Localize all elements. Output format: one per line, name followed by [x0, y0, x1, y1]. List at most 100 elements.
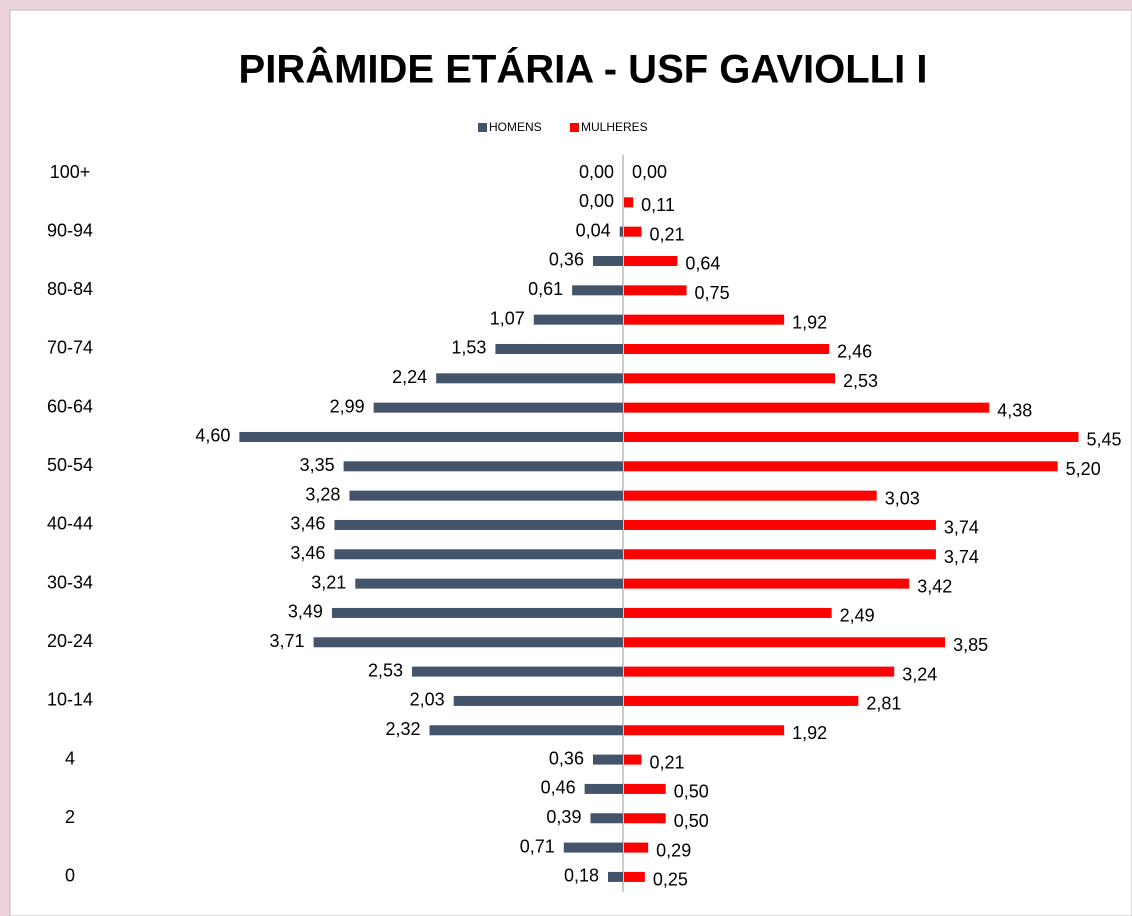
data-label: 0,46 — [541, 778, 576, 798]
bar — [624, 226, 642, 237]
data-label: 0,04 — [576, 220, 611, 240]
data-label: 0,18 — [564, 866, 599, 886]
bar — [533, 314, 623, 325]
bar — [624, 431, 1079, 442]
bar — [624, 783, 666, 794]
data-label: 2,03 — [410, 690, 445, 710]
data-label: 3,28 — [305, 484, 340, 504]
bar — [349, 490, 623, 501]
data-label: 0,21 — [650, 224, 685, 244]
data-label: 3,71 — [270, 631, 305, 651]
data-label: 0,21 — [650, 752, 685, 772]
bar — [624, 666, 895, 677]
data-label: 3,49 — [288, 602, 323, 622]
data-label: 3,74 — [944, 518, 979, 538]
data-label: 0,00 — [632, 162, 667, 182]
data-label: 3,46 — [290, 514, 325, 534]
category-label: 100+ — [50, 162, 91, 182]
legend-label: MULHERES — [581, 120, 648, 134]
data-label: 1,92 — [792, 312, 827, 332]
data-label: 0,71 — [520, 836, 555, 856]
data-label: 0,39 — [546, 807, 581, 827]
legend-swatch — [570, 123, 579, 132]
bar — [411, 666, 623, 677]
data-label: 1,07 — [490, 308, 525, 328]
bar — [429, 725, 623, 736]
bar — [592, 255, 623, 266]
bar — [619, 226, 623, 237]
bar — [624, 373, 836, 384]
bar — [624, 314, 785, 325]
bar — [624, 578, 910, 589]
bar — [239, 431, 624, 442]
data-label: 2,99 — [330, 396, 365, 416]
bar — [334, 519, 623, 530]
bar — [607, 871, 623, 882]
bar — [590, 813, 623, 824]
data-label: 0,50 — [674, 782, 709, 802]
data-label: 3,74 — [944, 547, 979, 567]
data-label: 0,11 — [641, 195, 675, 215]
bar — [624, 285, 687, 296]
data-label: 2,32 — [385, 719, 420, 739]
data-label: 1,92 — [792, 723, 827, 743]
data-label: 3,24 — [902, 664, 937, 684]
bar — [624, 607, 832, 618]
category-label: 4 — [65, 748, 75, 768]
data-label: 0,29 — [656, 840, 691, 860]
data-label: 5,45 — [1087, 430, 1122, 450]
data-label: 0,64 — [685, 254, 720, 274]
category-label: 20-24 — [47, 631, 93, 651]
bar — [624, 402, 990, 413]
category-label: 80-84 — [47, 279, 93, 299]
category-label: 0 — [65, 866, 75, 886]
data-label: 0,00 — [579, 191, 614, 211]
data-label: 3,03 — [885, 488, 920, 508]
data-label: 0,25 — [653, 870, 688, 890]
data-label: 0,61 — [528, 279, 563, 299]
data-label: 3,46 — [290, 543, 325, 563]
data-label: 3,42 — [917, 576, 952, 596]
legend-swatch — [478, 123, 487, 132]
category-label: 2 — [65, 807, 75, 827]
data-label: 5,20 — [1066, 459, 1101, 479]
category-label: 10-14 — [47, 690, 93, 710]
bar — [624, 490, 877, 501]
bar — [373, 402, 623, 413]
data-label: 0,36 — [549, 748, 584, 768]
bar — [572, 285, 623, 296]
bar — [355, 578, 623, 589]
bar — [313, 637, 623, 648]
data-label: 0,00 — [579, 162, 614, 182]
legend-label: HOMENS — [489, 120, 542, 134]
data-label: 3,85 — [953, 635, 988, 655]
bar — [624, 637, 946, 648]
category-label: 90-94 — [47, 220, 93, 240]
bar — [624, 461, 1058, 472]
data-label: 0,50 — [674, 811, 709, 831]
data-label: 2,53 — [843, 371, 878, 391]
category-label: 60-64 — [47, 396, 93, 416]
category-label: 50-54 — [47, 455, 93, 475]
bar — [624, 343, 830, 354]
bar — [495, 343, 623, 354]
bar — [624, 754, 642, 765]
data-label: 2,46 — [837, 342, 872, 362]
bar — [331, 607, 623, 618]
bar — [624, 842, 649, 853]
data-label: 2,24 — [392, 367, 427, 387]
bar — [624, 695, 859, 706]
bar — [624, 725, 785, 736]
bar — [592, 754, 623, 765]
data-label: 4,38 — [997, 400, 1032, 420]
data-label: 2,81 — [866, 694, 901, 714]
data-label: 0,36 — [549, 250, 584, 270]
bar — [584, 783, 623, 794]
data-label: 1,53 — [451, 338, 486, 358]
bar — [436, 373, 623, 384]
bar — [624, 549, 936, 560]
data-label: 2,49 — [840, 606, 875, 626]
bar — [624, 197, 634, 208]
